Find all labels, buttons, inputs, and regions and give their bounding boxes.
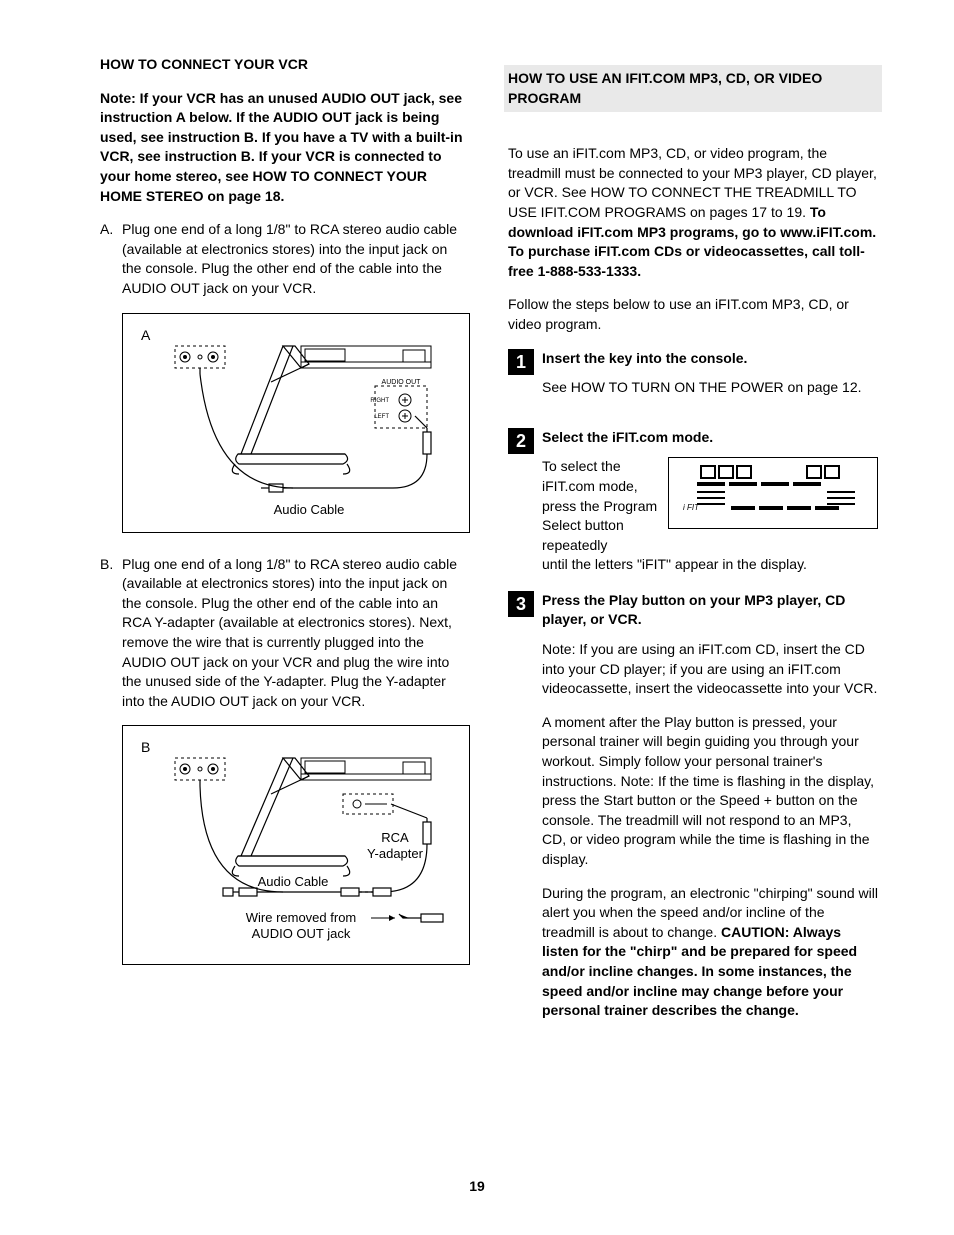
step-3-p2: A moment after the Play button is presse…	[542, 713, 878, 870]
step-2-body-b: until the letters "iFIT" appear in the d…	[542, 555, 878, 575]
fig-a-left: LEFT	[374, 414, 389, 420]
instruction-a: A. Plug one end of a long 1/8" to RCA st…	[100, 220, 470, 298]
vcr-heading: HOW TO CONNECT YOUR VCR	[100, 55, 470, 75]
step-1-num: 1	[508, 349, 534, 375]
step-3-num: 3	[508, 591, 534, 617]
step-2-num: 2	[508, 428, 534, 454]
figure-b-label: B	[141, 739, 150, 755]
step-1: 1 Insert the key into the console. See H…	[508, 349, 878, 412]
display-ifit-label: i FIT	[683, 503, 700, 512]
figure-a-label: A	[141, 327, 151, 343]
fig-a-right: RIGHT	[370, 398, 389, 404]
fig-b-audio-out-jack: AUDIO OUT jack	[252, 926, 351, 941]
step-3: 3 Press the Play button on your MP3 play…	[508, 591, 878, 1035]
figure-a: A	[122, 313, 470, 533]
ifit-display: i FIT	[668, 457, 878, 529]
step-3-p3: During the program, an electronic "chirp…	[542, 884, 878, 1021]
vcr-note: Note: If your VCR has an unused AUDIO OU…	[100, 89, 470, 207]
page-columns: HOW TO CONNECT YOUR VCR Note: If your VC…	[100, 55, 879, 1051]
figure-b: B	[122, 725, 470, 965]
ifit-intro2: Follow the steps below to use an iFIT.co…	[508, 295, 878, 334]
fig-a-audio-out: AUDIO OUT	[382, 379, 422, 386]
fig-b-audio-cable: Audio Cable	[258, 874, 329, 889]
letter-b: B.	[100, 555, 122, 712]
step-2-title: Select the iFIT.com mode.	[542, 428, 878, 448]
right-column: HOW TO USE AN IFIT.COM MP3, CD, OR VIDEO…	[508, 55, 878, 1051]
instruction-b: B. Plug one end of a long 1/8" to RCA st…	[100, 555, 470, 712]
fig-b-wire-removed: Wire removed from	[246, 910, 357, 925]
step-2: 2 Select the iFIT.com mode.	[508, 428, 878, 575]
step-3-p1: Note: If you are using an iFIT.com CD, i…	[542, 640, 878, 699]
step-1-body: See HOW TO TURN ON THE POWER on page 12.	[542, 378, 878, 398]
left-column: HOW TO CONNECT YOUR VCR Note: If your VC…	[100, 55, 470, 1051]
ifit-intro1: To use an iFIT.com MP3, CD, or video pro…	[508, 144, 878, 281]
step-3-title: Press the Play button on your MP3 player…	[542, 591, 878, 630]
fig-b-rca: RCA	[381, 830, 409, 845]
ifit-heading: HOW TO USE AN IFIT.COM MP3, CD, OR VIDEO…	[504, 65, 882, 112]
step-1-title: Insert the key into the console.	[542, 349, 878, 369]
letter-a: A.	[100, 220, 122, 298]
page-number: 19	[0, 1177, 954, 1197]
instruction-a-body: Plug one end of a long 1/8" to RCA stere…	[122, 220, 470, 298]
fig-a-audio-cable: Audio Cable	[274, 502, 345, 517]
fig-b-yadapter: Y-adapter	[367, 846, 424, 861]
instruction-b-body: Plug one end of a long 1/8" to RCA stere…	[122, 555, 470, 712]
